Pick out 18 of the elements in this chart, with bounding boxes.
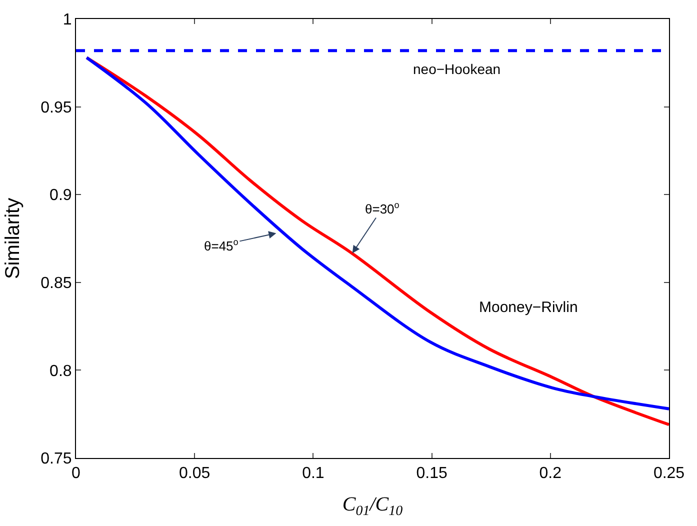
ref-line-label: neo−Hookean xyxy=(413,61,501,77)
annotation: Mooney−Rivlin xyxy=(479,299,578,316)
x-tick-label: 0.1 xyxy=(302,465,324,482)
y-tick-label: 0.9 xyxy=(50,187,72,204)
annotation: θ=45$^{o}$ xyxy=(204,237,238,254)
y-tick-label: 0.95 xyxy=(40,99,72,116)
y-tick-label: 0.75 xyxy=(40,450,72,468)
annotation: θ=30$^{o}$ xyxy=(365,200,400,216)
y-tick-label: 1 xyxy=(62,12,72,29)
x-tick-label: 0.2 xyxy=(539,465,562,482)
y-tick-label: 0.8 xyxy=(50,362,72,380)
x-tick-label: 0.25 xyxy=(653,465,685,482)
x-tick-label: 0.15 xyxy=(416,465,448,482)
y-tick-label: 0.85 xyxy=(40,275,72,292)
y-axis-title: Similarity xyxy=(2,198,24,280)
x-axis-title: C$_{01}$/C$_{10}$ xyxy=(342,494,403,519)
x-tick-label: 0 xyxy=(72,465,81,482)
x-tick-label: 0.05 xyxy=(179,465,210,482)
